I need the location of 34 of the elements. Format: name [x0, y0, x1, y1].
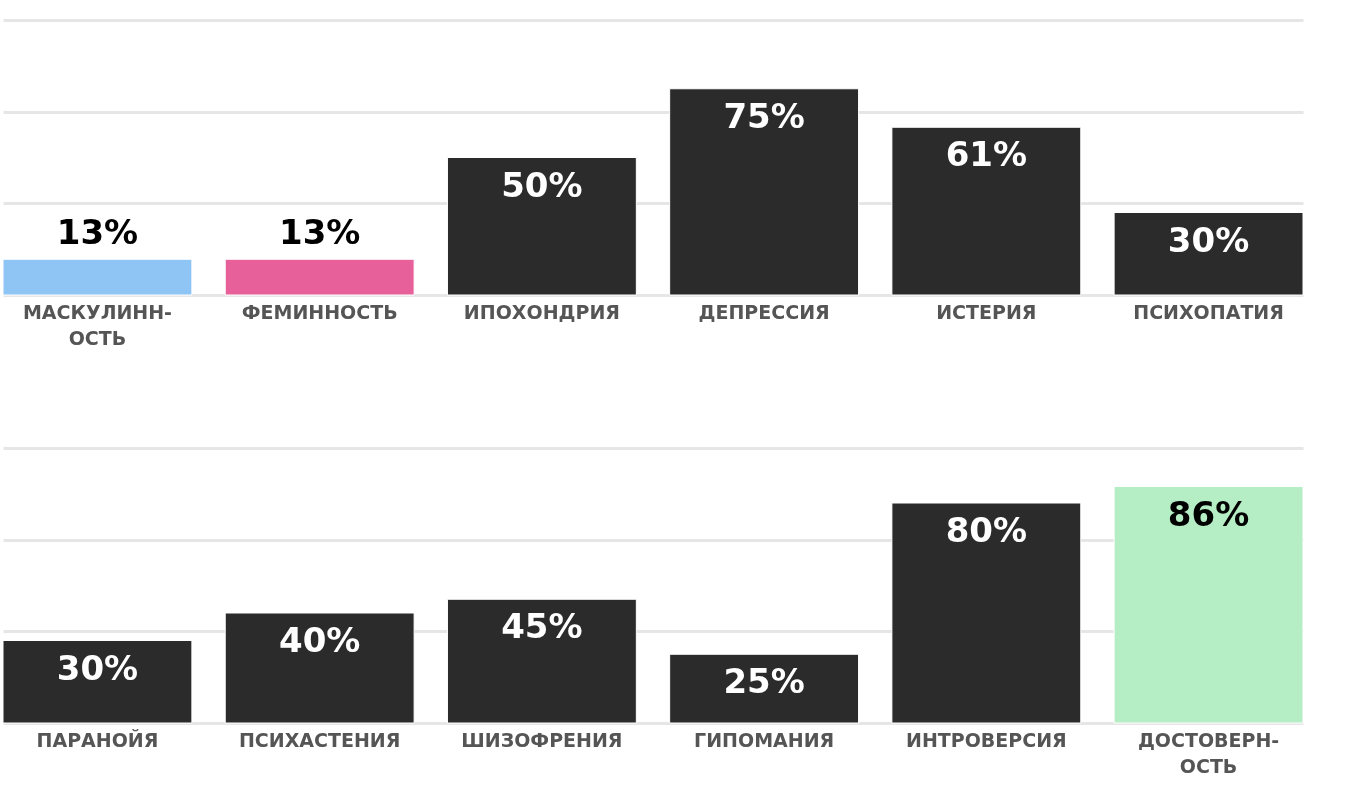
bar — [891, 126, 1082, 296]
bar — [224, 612, 415, 724]
x-tick-label: ИНТРОВЕРСИЯ — [905, 728, 1067, 751]
data-label: 40% — [278, 620, 361, 660]
data-label: 75% — [723, 95, 805, 136]
x-tick-label: ИПОХОНДРИЯ — [463, 300, 620, 323]
bar — [1113, 212, 1304, 296]
x-tick-label: ПАРАНОЙЯ — [36, 728, 159, 751]
bar — [446, 598, 637, 724]
data-label: 45% — [501, 606, 583, 647]
bar — [891, 502, 1082, 724]
x-tick-label: ГИПОМАНИЯ — [694, 728, 835, 751]
x-tick-label: МАСКУЛИНН-ОСТЬ — [22, 300, 172, 349]
data-label: 30% — [56, 647, 139, 688]
bar — [446, 157, 637, 296]
x-tick-label: ПСИХАСТЕНИЯ — [238, 728, 401, 751]
x-tick-label: ДОСТОВЕРН-ОСТЬ — [1137, 728, 1280, 777]
bar — [669, 88, 860, 296]
data-label: 13% — [278, 212, 361, 253]
data-label: 61% — [945, 134, 1028, 175]
x-tick-label: ФЕМИННОСТЬ — [241, 300, 398, 323]
x-tick-label: ДЕПРЕССИЯ — [698, 300, 830, 323]
data-label: 80% — [945, 510, 1028, 550]
data-label: 25% — [723, 661, 805, 702]
data-label: 86% — [1167, 493, 1250, 534]
x-tick-label: ШИЗОФРЕНИЯ — [461, 728, 623, 751]
data-label: 30% — [1167, 219, 1250, 260]
bar — [669, 653, 860, 724]
bar — [224, 258, 415, 296]
bar — [1113, 486, 1304, 724]
x-tick-label: ИСТЕРИЯ — [936, 300, 1037, 323]
data-label: 13% — [56, 212, 139, 253]
x-tick-label: ПСИХОПАТИЯ — [1133, 300, 1284, 323]
data-label: 50% — [501, 164, 583, 205]
